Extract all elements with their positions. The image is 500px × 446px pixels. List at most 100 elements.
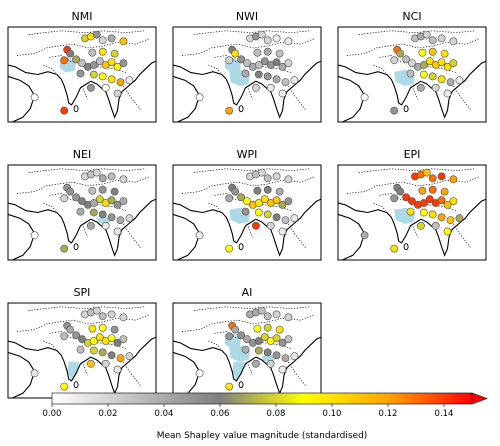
- station-marker: [284, 37, 293, 46]
- station-marker: [116, 216, 125, 224]
- country-border: [193, 306, 310, 311]
- station-marker: [396, 187, 405, 196]
- station-marker: [66, 49, 75, 58]
- country-border: [28, 306, 145, 311]
- station-marker: [98, 72, 107, 81]
- station-marker: [257, 306, 266, 315]
- station-marker: [119, 37, 128, 46]
- station-marker: [419, 208, 428, 217]
- station-marker: [419, 61, 428, 69]
- station-marker: [440, 49, 449, 58]
- coastline-arabia: [338, 213, 366, 260]
- country-border: [373, 202, 386, 211]
- station-marker: [60, 194, 69, 203]
- station-marker: [263, 174, 272, 183]
- station-marker: [428, 36, 437, 45]
- panel-frame: [7, 164, 157, 261]
- country-border: [43, 340, 56, 349]
- station-marker: [272, 75, 281, 84]
- country-border: [208, 340, 221, 349]
- station-marker: [89, 337, 98, 345]
- station-marker: [272, 351, 281, 360]
- station-marker: [98, 174, 107, 183]
- coastline: [8, 336, 156, 395]
- station-marker: [428, 47, 437, 56]
- station-marker: [113, 338, 122, 347]
- station-marker: [431, 221, 440, 230]
- station-marker: [418, 48, 427, 57]
- station-marker: [428, 72, 437, 81]
- station-marker: [272, 334, 281, 342]
- station-marker: [243, 335, 251, 343]
- station-marker: [113, 200, 122, 209]
- colorbar-tick-label: 0.10: [323, 409, 342, 419]
- island-sri-lanka: [238, 381, 244, 389]
- station-marker: [260, 57, 269, 66]
- country-border: [28, 168, 145, 173]
- station-marker: [98, 36, 107, 45]
- coastline: [338, 60, 486, 119]
- station-marker: [116, 78, 125, 86]
- country-border: [123, 361, 142, 387]
- station-marker: [278, 200, 287, 209]
- station-marker: [72, 331, 80, 340]
- station-marker: [275, 325, 284, 334]
- station-marker: [254, 208, 263, 217]
- country-border: [43, 64, 56, 73]
- station-marker: [95, 195, 104, 204]
- station-marker: [437, 196, 446, 205]
- station-marker: [30, 93, 39, 102]
- station-marker: [416, 83, 425, 92]
- station-marker: [60, 106, 69, 115]
- station-marker: [419, 70, 428, 79]
- station-marker: [116, 354, 125, 362]
- station-marker: [225, 382, 234, 391]
- station-marker: [275, 49, 284, 58]
- station-marker: [72, 193, 80, 202]
- station-marker: [113, 89, 122, 98]
- station-marker: [119, 197, 128, 205]
- station-marker: [113, 227, 122, 236]
- panel-frame: [337, 26, 487, 123]
- station-marker: [76, 345, 85, 354]
- island-sri-lanka: [238, 243, 244, 251]
- country-border: [28, 30, 145, 35]
- station-marker: [266, 83, 275, 92]
- panel-frame: [172, 26, 322, 123]
- station-marker: [231, 49, 240, 58]
- island-sri-lanka: [238, 105, 244, 113]
- station-marker: [254, 337, 263, 345]
- country-border: [43, 202, 56, 211]
- station-marker: [66, 187, 75, 196]
- station-marker: [422, 30, 431, 39]
- station-marker: [449, 37, 458, 46]
- station-marker: [89, 61, 98, 69]
- map-panel-spi: SPI: [7, 286, 157, 399]
- map-area: [8, 306, 156, 398]
- coastline: [338, 198, 486, 257]
- coastline-arabia: [8, 75, 36, 122]
- station-marker: [225, 106, 234, 115]
- station-marker: [446, 78, 455, 86]
- station-marker: [60, 244, 69, 253]
- map-panel-nei: NEI: [7, 148, 157, 261]
- station-marker: [278, 365, 287, 374]
- map-area: [8, 30, 156, 122]
- panel-title: WPI: [237, 148, 258, 161]
- map-area: [8, 168, 156, 260]
- coastline: [173, 198, 321, 257]
- country-border: [288, 85, 307, 111]
- station-marker: [107, 172, 116, 181]
- station-marker: [284, 197, 293, 205]
- station-marker: [449, 175, 458, 184]
- country-border: [288, 223, 307, 249]
- station-marker: [98, 312, 107, 321]
- colorbar-ticks: 0.00 0.02 0.04 0.06 0.08 0.10 0.12 0.14: [43, 404, 453, 419]
- panel-title: NWI: [236, 10, 258, 23]
- station-marker: [275, 187, 284, 196]
- station-marker: [195, 231, 204, 240]
- country-border: [123, 223, 142, 249]
- coastline-arabia: [173, 75, 201, 122]
- country-border: [123, 85, 142, 111]
- station-marker: [241, 69, 250, 78]
